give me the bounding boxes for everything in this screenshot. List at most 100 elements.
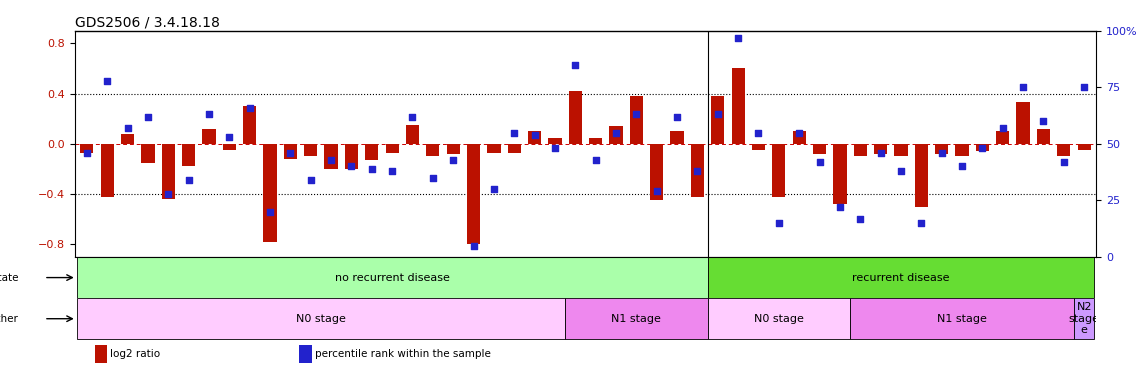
Point [118,125,137,131]
Point [464,243,482,249]
Bar [325,144,338,169]
Bar [549,137,561,144]
Point [160,190,178,197]
Point [607,129,626,136]
Bar [565,298,707,339]
Text: disease state: disease state [0,273,18,283]
Bar [1073,298,1094,339]
Bar [955,144,969,156]
Bar [95,345,107,363]
Bar [589,137,603,144]
Point [261,209,279,215]
Bar [406,125,419,144]
Point [974,145,992,151]
Point [790,129,808,136]
Bar [792,131,806,144]
Point [566,61,584,68]
Point [545,145,564,151]
Point [750,129,768,136]
Bar [284,144,297,159]
Bar [365,144,379,160]
Bar [243,106,256,144]
Bar [610,126,622,144]
Bar [915,144,928,207]
Bar [300,345,311,363]
Point [1034,118,1053,124]
Text: recurrent disease: recurrent disease [852,273,949,283]
Point [403,114,421,120]
Bar [934,144,948,154]
Point [689,168,707,174]
Bar [568,91,582,144]
Text: other: other [0,314,18,324]
Point [444,157,463,163]
Bar [773,144,785,197]
Point [668,114,687,120]
Text: percentile rank within the sample: percentile rank within the sample [315,349,490,359]
Point [587,157,605,163]
Text: N2
stage
e: N2 stage e [1069,302,1100,335]
Point [769,220,788,226]
Bar [162,144,174,199]
Bar [467,144,480,245]
Point [220,134,239,140]
Bar [263,144,277,242]
Bar [813,144,827,154]
Point [708,111,727,118]
Point [383,168,402,174]
Point [281,150,300,156]
Point [831,204,850,210]
Bar [630,96,643,144]
Bar [80,144,93,153]
Bar [77,257,707,298]
Point [342,164,360,170]
Bar [976,144,988,151]
Bar [121,134,134,144]
Text: no recurrent disease: no recurrent disease [335,273,450,283]
Bar [487,144,501,153]
Point [993,125,1011,131]
Bar [707,257,1094,298]
Bar [894,144,908,156]
Bar [1037,129,1050,144]
Bar [344,144,358,169]
Text: log2 ratio: log2 ratio [110,349,161,359]
Bar [183,144,195,167]
Point [302,177,320,183]
Point [179,177,197,183]
Point [139,114,157,120]
Point [1075,84,1093,90]
Point [98,78,116,84]
Bar [854,144,867,156]
Bar [691,144,704,197]
Point [810,159,829,165]
Point [1014,84,1032,90]
Bar [711,96,724,144]
Text: GDS2506 / 3.4.18.18: GDS2506 / 3.4.18.18 [75,16,219,30]
Bar [1057,144,1070,156]
Point [200,111,218,118]
Point [729,35,747,41]
Point [1055,159,1073,165]
Bar [707,298,850,339]
Point [647,188,666,194]
Text: N1 stage: N1 stage [612,314,661,324]
Point [932,150,951,156]
Bar [1078,144,1091,150]
Point [526,132,544,138]
Bar [752,144,765,150]
Bar [850,298,1073,339]
Text: N1 stage: N1 stage [937,314,987,324]
Point [363,166,381,172]
Point [78,150,96,156]
Point [321,157,340,163]
Bar [833,144,846,204]
Bar [670,131,684,144]
Point [627,111,645,118]
Bar [731,68,745,144]
Bar [141,144,155,163]
Bar [507,144,521,153]
Bar [386,144,398,153]
Bar [1016,103,1030,144]
Bar [101,144,114,197]
